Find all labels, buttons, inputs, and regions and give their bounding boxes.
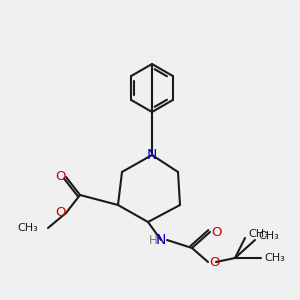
- Text: CH₃: CH₃: [259, 231, 279, 241]
- Text: O: O: [55, 206, 65, 220]
- Text: H: H: [148, 233, 158, 247]
- Text: CH₃: CH₃: [265, 253, 285, 263]
- Text: O: O: [212, 226, 222, 238]
- Text: O: O: [55, 170, 65, 184]
- Text: CH₃: CH₃: [249, 229, 269, 239]
- Text: N: N: [147, 148, 157, 162]
- Text: N: N: [156, 233, 166, 247]
- Text: CH₃: CH₃: [17, 223, 38, 233]
- Text: O: O: [210, 256, 220, 268]
